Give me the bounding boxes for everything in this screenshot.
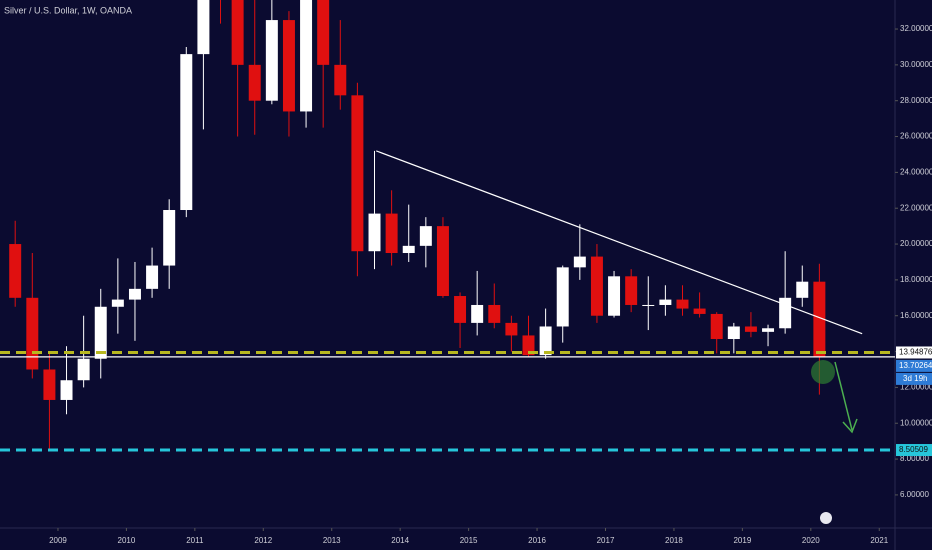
candle-body [334,64,347,96]
highlight-circle [811,360,835,384]
y-tick-label: 20.00000 [900,239,932,248]
chart-title: Silver / U.S. Dollar, 1W, OANDA [4,5,132,15]
candle-body [505,322,518,336]
candle-body [43,369,56,400]
y-tick-label: 6.00000 [900,490,929,499]
x-tick-label: 2016 [528,536,546,545]
x-tick-label: 2015 [460,536,478,545]
x-tick-label: 2012 [254,536,272,545]
candle-body [625,276,638,305]
y-tick-label: 28.00000 [900,96,932,105]
candle-body [282,20,295,112]
trendline [376,150,863,335]
countdown-box [896,372,932,385]
price-label: 13.70264 [899,361,932,370]
y-tick-label: 10.00000 [900,418,932,427]
arrow [834,361,853,431]
plot-area [0,0,895,452]
candle-body [300,0,313,112]
candle-body [402,245,415,254]
x-tick-label: 2019 [733,536,751,545]
candle-body [265,20,278,101]
candle-body [710,313,723,340]
candle-body [197,0,210,55]
candle-body [796,281,809,298]
x-tick-label: 2011 [186,536,204,545]
y-tick-label: 12.00000 [900,383,932,392]
candle-body [368,213,381,252]
candle-body [146,265,159,289]
candle-body [762,328,775,332]
candle-body [608,276,621,316]
candle-body [488,304,501,323]
candle-body [163,210,176,266]
candle-body [693,308,706,314]
candle-body [659,299,672,305]
y-tick-label: 18.00000 [900,275,932,284]
y-tick-label: 16.00000 [900,311,932,320]
candle-body [231,0,244,65]
candle-body [813,281,826,357]
candle-body [77,358,90,381]
x-tick-label: 2009 [49,536,67,545]
x-tick-label: 2018 [665,536,683,545]
y-tick-label: 24.00000 [900,167,932,176]
candle-body [9,244,22,298]
candle-body [317,0,330,65]
candle-body [676,299,689,309]
x-tick-label: 2013 [323,536,341,545]
event-icon[interactable] [820,512,832,524]
candle-body [573,256,586,268]
y-tick-label: 30.00000 [900,60,932,69]
y-tick-label: 32.00000 [900,24,932,33]
candle-body [248,64,261,101]
candle-body [556,267,569,327]
y-tick-label: 26.00000 [900,132,932,141]
candle-body [454,296,467,323]
countdown-label: 3d 19h [903,374,927,383]
candle-body [590,256,603,316]
candle-body [94,306,107,359]
candle-body [128,288,141,300]
candle-body [180,54,193,211]
arrow-head [842,418,858,434]
candle-body [385,213,398,254]
price-label-box [896,359,932,372]
price-label-box [896,444,932,457]
candle-body [539,326,552,356]
price-label: 13.94876 [899,348,932,357]
x-tick-label: 2020 [802,536,820,545]
candle-body [26,297,39,370]
candle-body [727,326,740,340]
candle-body [60,380,73,400]
candle-body [351,95,364,252]
candle-body [436,226,449,297]
y-tick-label: 22.00000 [900,203,932,212]
x-tick-label: 2017 [597,536,615,545]
y-tick-label: 8.00000 [900,454,929,463]
x-tick-label: 2010 [118,536,136,545]
candle-body [471,304,484,323]
x-tick-label: 2021 [870,536,888,545]
candle-body [642,304,655,306]
candle-body [419,226,432,246]
x-tick-label: 2014 [391,536,409,545]
candle-body [111,299,124,307]
candle-body [744,326,757,332]
candle-body [522,335,535,356]
price-label: 8.50509 [899,445,928,454]
price-label-box [896,346,932,359]
candle-body [779,297,792,329]
